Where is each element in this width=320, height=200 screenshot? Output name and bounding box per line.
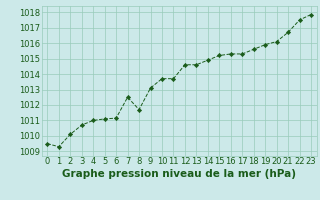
X-axis label: Graphe pression niveau de la mer (hPa): Graphe pression niveau de la mer (hPa) [62,169,296,179]
